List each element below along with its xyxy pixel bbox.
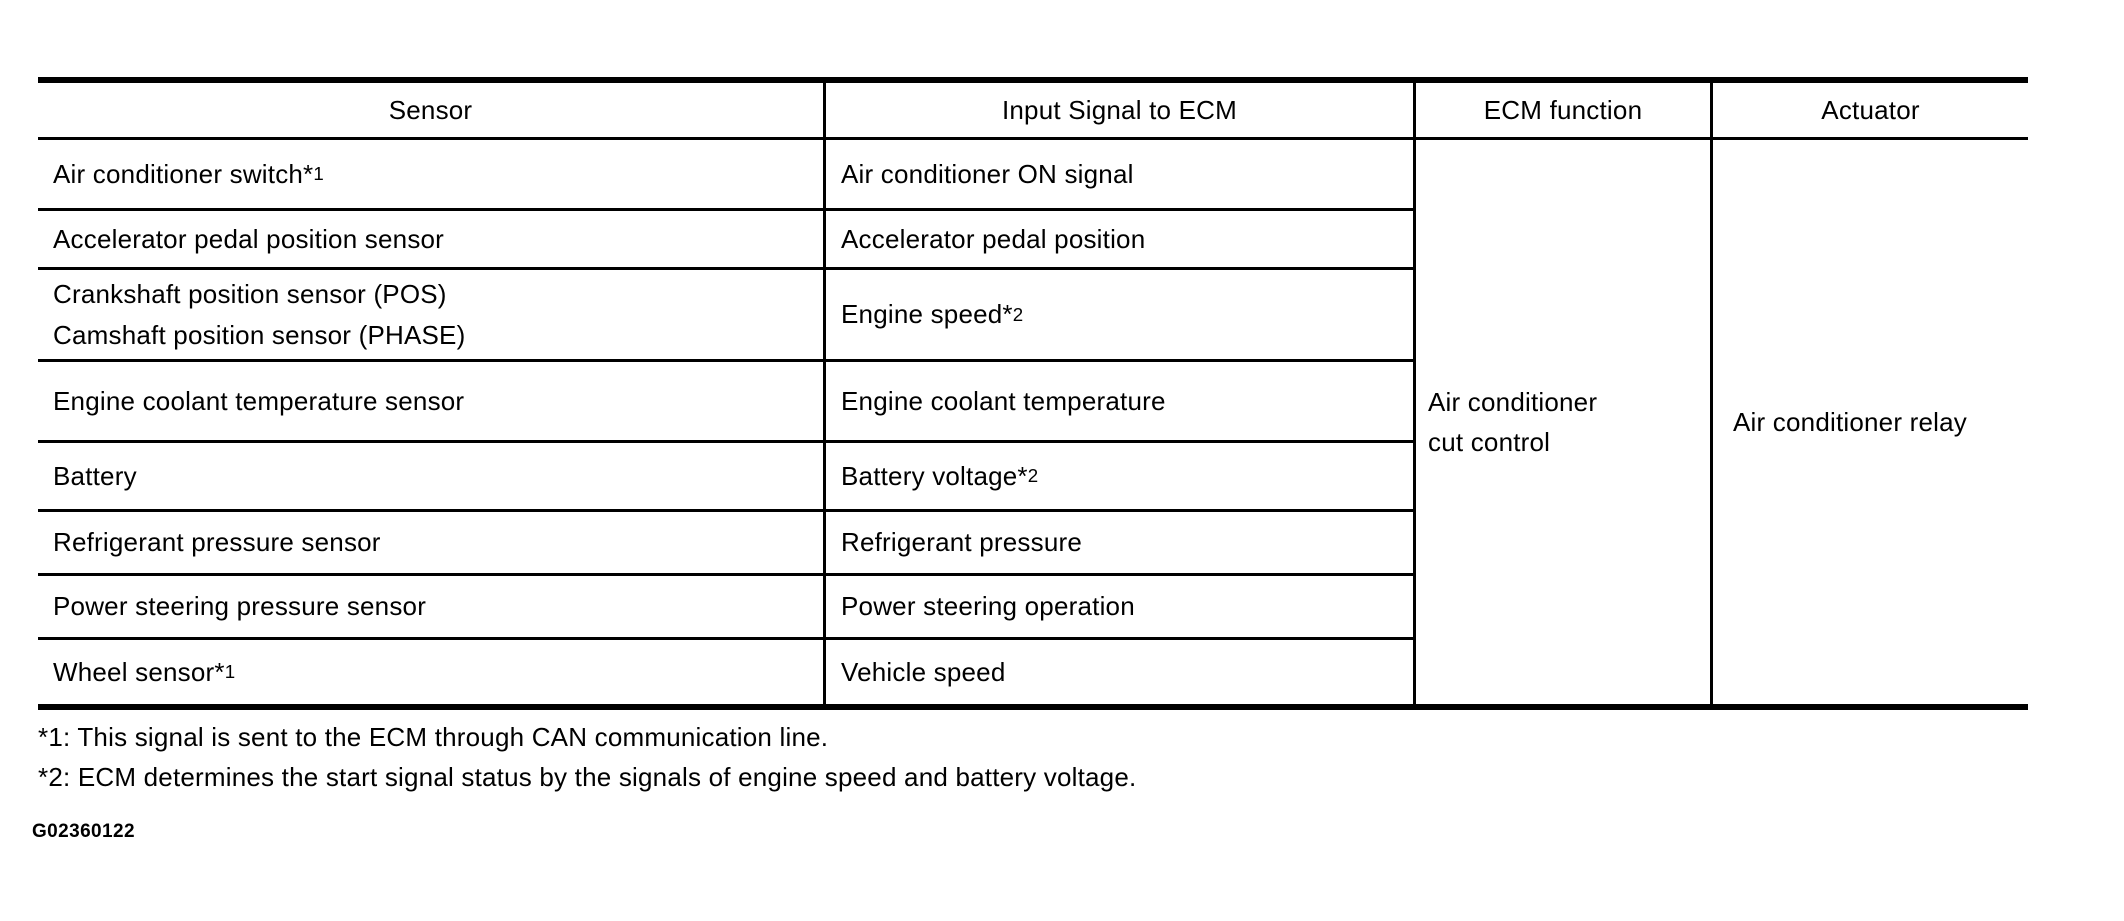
sensor-cell: Crankshaft position sensor (POS) Camshaf…	[38, 270, 823, 362]
input-signal-cell: Engine coolant temperature	[823, 362, 1413, 443]
sensor-cell: Wheel sensor* 1	[53, 656, 236, 687]
sensor-cell: Refrigerant pressure sensor	[38, 512, 823, 576]
sensor-cell: Air conditioner switch* 1	[38, 140, 823, 211]
header-input-signal: Input Signal to ECM	[823, 83, 1413, 140]
input-signal-cell: Refrigerant pressure	[823, 512, 1413, 576]
sensor-cell: Power steering pressure sensor	[38, 576, 823, 640]
sensor-cell: Accelerator pedal position sensor	[38, 211, 823, 270]
footnote-2: *2: ECM determines the start signal stat…	[38, 762, 1137, 792]
footnote-1: *1: This signal is sent to the ECM throu…	[38, 722, 829, 752]
input-signal-cell: Power steering operation	[823, 576, 1413, 640]
header-sensor: Sensor	[38, 83, 823, 140]
input-signal-cell: Vehicle speed	[823, 640, 1413, 704]
input-signal-cell: Engine speed* 2	[823, 270, 1413, 362]
sensor-input-ecm-table: Sensor Input Signal to ECM ECM function …	[38, 77, 2028, 710]
ecm-function-cell: Air conditioner cut control	[1413, 140, 1710, 704]
figure-id: G02360122	[32, 821, 135, 842]
header-ecm-function: ECM function	[1413, 83, 1710, 140]
actuator-cell: Air conditioner relay	[1710, 140, 2028, 704]
header-actuator: Actuator	[1710, 83, 2028, 140]
sensor-cell: Battery	[38, 443, 823, 512]
input-signal-cell: Air conditioner ON signal	[823, 140, 1413, 211]
input-signal-cell: Battery voltage* 2	[823, 443, 1413, 512]
sensor-cell: Engine coolant temperature sensor	[38, 362, 823, 443]
input-signal-cell: Accelerator pedal position	[823, 211, 1413, 270]
